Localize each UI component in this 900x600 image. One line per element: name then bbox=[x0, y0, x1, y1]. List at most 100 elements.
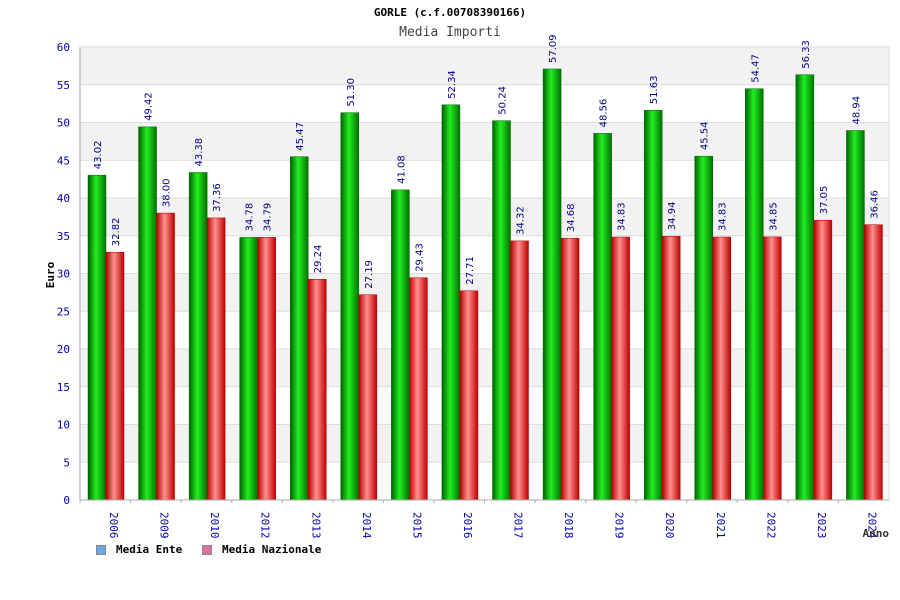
data-label-media-nazionale-2012: 34.79 bbox=[263, 203, 274, 232]
data-label-media-ente-2012: 34.78 bbox=[245, 203, 256, 232]
bar-media-ente-2020 bbox=[643, 109, 663, 501]
y-tick-label: 40 bbox=[57, 192, 70, 205]
legend-swatch-media-nazionale bbox=[202, 544, 212, 555]
y-tick-label: 45 bbox=[57, 154, 70, 167]
chart-title: GORLE (c.f.00708390166) bbox=[373, 6, 527, 19]
bar-media-ente-2009 bbox=[138, 126, 157, 501]
y-tick-label: 15 bbox=[57, 381, 70, 394]
y-tick-label: 20 bbox=[57, 343, 70, 356]
bar-media-ente-2024 bbox=[846, 130, 865, 501]
bar-media-nazionale-2012 bbox=[257, 237, 276, 501]
y-tick-label: 35 bbox=[57, 230, 70, 243]
bar-media-nazionale-2024 bbox=[864, 224, 883, 501]
x-tick-label-2012: 2012 bbox=[259, 512, 272, 539]
bar-media-ente-2016 bbox=[441, 104, 461, 501]
data-label-media-ente-2017: 50.24 bbox=[498, 86, 509, 115]
data-label-media-ente-2024: 48.94 bbox=[851, 96, 862, 125]
bar-media-ente-2023 bbox=[795, 74, 815, 501]
grid-band bbox=[80, 47, 889, 85]
bar-media-nazionale-2019 bbox=[611, 236, 630, 501]
x-tick-label-2010: 2010 bbox=[208, 512, 221, 539]
x-axis-label: Anno bbox=[863, 527, 890, 540]
data-label-media-nazionale-2006: 32.82 bbox=[111, 218, 122, 247]
data-label-media-nazionale-2019: 34.83 bbox=[617, 202, 628, 231]
bar-media-ente-2014 bbox=[340, 112, 360, 501]
x-tick-label-2009: 2009 bbox=[158, 512, 171, 539]
data-label-media-nazionale-2018: 34.68 bbox=[566, 204, 577, 233]
bar-media-ente-2017 bbox=[492, 120, 511, 501]
data-label-media-ente-2020: 51.63 bbox=[649, 76, 660, 105]
data-label-media-nazionale-2023: 37.05 bbox=[819, 186, 830, 215]
legend-label-media-nazionale: Media Nazionale bbox=[222, 543, 322, 556]
legend-item-media-nazionale: Media Nazionale bbox=[202, 543, 321, 556]
y-axis-label: Euro bbox=[44, 261, 57, 288]
data-label-media-ente-2018: 57.09 bbox=[548, 34, 559, 63]
y-tick-label: 60 bbox=[57, 41, 70, 54]
x-tick-label-2014: 2014 bbox=[360, 512, 373, 539]
bar-media-nazionale-2018 bbox=[560, 237, 580, 501]
x-tick-label-2016: 2016 bbox=[461, 512, 474, 539]
bar-media-nazionale-2010 bbox=[206, 217, 226, 501]
bar-media-ente-2012 bbox=[239, 237, 258, 501]
data-label-media-nazionale-2014: 27.19 bbox=[364, 260, 375, 289]
x-tick-label-2006: 2006 bbox=[107, 512, 120, 539]
legend-label-media-ente: Media Ente bbox=[116, 543, 183, 556]
x-tick-label-2023: 2023 bbox=[815, 512, 828, 539]
bar-media-nazionale-2017 bbox=[510, 240, 529, 501]
data-label-media-nazionale-2013: 29.24 bbox=[313, 245, 324, 274]
bar-media-ente-2021 bbox=[694, 155, 713, 501]
data-label-media-ente-2015: 41.08 bbox=[396, 155, 407, 184]
data-label-media-ente-2019: 48.56 bbox=[599, 99, 610, 128]
data-label-media-nazionale-2022: 34.85 bbox=[768, 202, 779, 231]
bar-media-nazionale-2020 bbox=[661, 235, 681, 501]
x-tick-label-2018: 2018 bbox=[562, 512, 575, 539]
x-tick-label-2022: 2022 bbox=[764, 512, 777, 539]
data-label-media-ente-2021: 45.54 bbox=[700, 122, 711, 151]
bar-media-ente-2019 bbox=[593, 133, 612, 501]
data-label-media-nazionale-2015: 29.43 bbox=[414, 243, 425, 272]
y-tick-label: 30 bbox=[57, 268, 70, 281]
bar-media-ente-2022 bbox=[745, 88, 764, 501]
legend-swatch-media-ente bbox=[96, 544, 106, 555]
x-tick-label-2015: 2015 bbox=[410, 512, 423, 539]
data-label-media-nazionale-2024: 36.46 bbox=[869, 190, 880, 219]
x-tick-label-2024: 2024 bbox=[865, 512, 878, 539]
bar-media-nazionale-2009 bbox=[156, 212, 175, 501]
y-tick-label: 0 bbox=[63, 494, 70, 507]
data-label-media-nazionale-2017: 34.32 bbox=[516, 206, 527, 235]
x-tick-label-2020: 2020 bbox=[663, 512, 676, 539]
data-label-media-ente-2013: 45.47 bbox=[295, 122, 306, 151]
data-label-media-nazionale-2020: 34.94 bbox=[667, 202, 678, 231]
bar-media-nazionale-2015 bbox=[409, 277, 428, 501]
bar-media-nazionale-2006 bbox=[105, 251, 125, 501]
x-tick-label-2017: 2017 bbox=[512, 512, 525, 539]
data-label-media-nazionale-2016: 27.71 bbox=[465, 256, 476, 285]
data-label-media-ente-2023: 56.33 bbox=[801, 40, 812, 69]
y-tick-label: 5 bbox=[63, 456, 70, 469]
legend-item-media-ente: Media Ente bbox=[96, 543, 182, 556]
chart-subtitle: Media Importi bbox=[399, 25, 501, 40]
y-tick-label: 50 bbox=[57, 117, 70, 130]
data-label-media-ente-2014: 51.30 bbox=[346, 78, 357, 107]
data-label-media-ente-2009: 49.42 bbox=[144, 92, 155, 121]
bar-media-nazionale-2023 bbox=[813, 220, 833, 501]
bar-media-ente-2015 bbox=[391, 189, 410, 501]
bar-media-nazionale-2022 bbox=[763, 236, 782, 501]
bar-media-nazionale-2021 bbox=[712, 236, 731, 501]
y-tick-label: 55 bbox=[57, 79, 70, 92]
y-tick-label: 25 bbox=[57, 305, 70, 318]
x-tick-label-2021: 2021 bbox=[714, 512, 727, 539]
x-tick-label-2013: 2013 bbox=[309, 512, 322, 539]
data-label-media-nazionale-2009: 38.00 bbox=[162, 178, 173, 207]
bar-media-nazionale-2013 bbox=[308, 278, 327, 501]
data-label-media-ente-2010: 43.38 bbox=[194, 138, 205, 167]
y-tick-label: 10 bbox=[57, 419, 70, 432]
data-label-media-ente-2006: 43.02 bbox=[93, 141, 104, 170]
data-label-media-ente-2016: 52.34 bbox=[447, 70, 458, 99]
data-label-media-nazionale-2021: 34.83 bbox=[718, 202, 729, 231]
bar-media-ente-2006 bbox=[87, 174, 107, 501]
bar-media-nazionale-2014 bbox=[358, 294, 378, 501]
x-tick-label-2019: 2019 bbox=[613, 512, 626, 539]
data-label-media-ente-2022: 54.47 bbox=[750, 54, 761, 83]
